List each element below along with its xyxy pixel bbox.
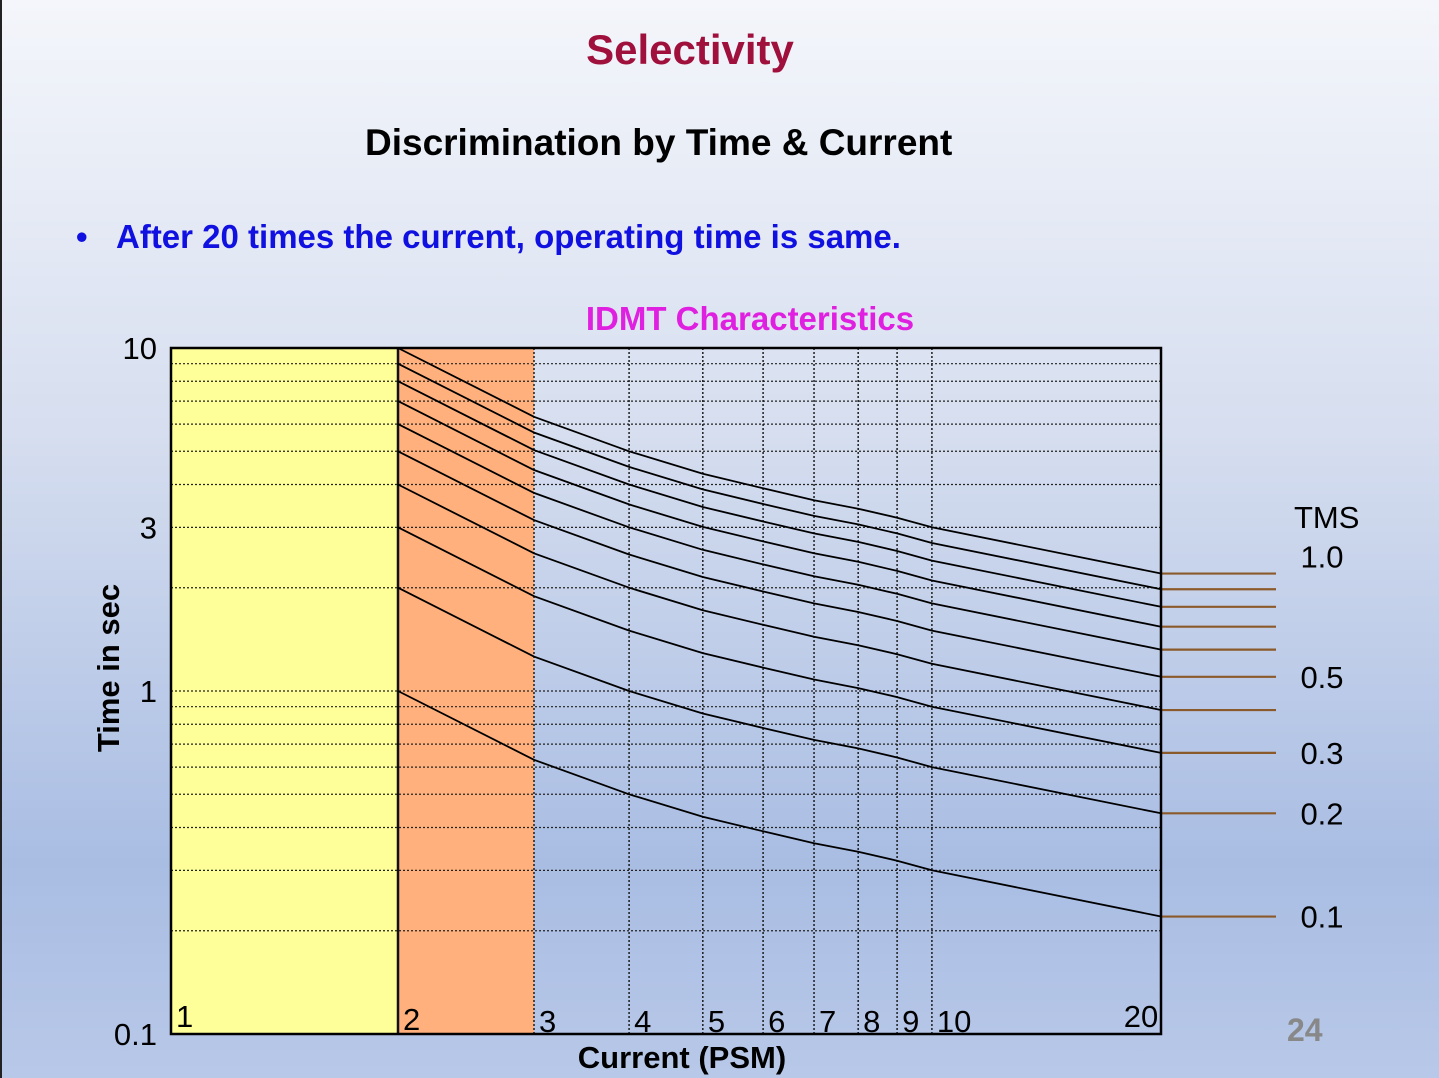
chart-title: IDMT Characteristics [586, 300, 914, 337]
x-axis-label: Current (PSM) [578, 1040, 786, 1075]
series-line-tms-0.1 [397, 690, 1162, 918]
plot-frame [169, 346, 1163, 1036]
y-tick-label: 1 [140, 674, 157, 709]
x-tick-label: 1 [176, 999, 193, 1034]
tick-labels: 1 2 3 4 5 6 7 8 9 10 20 10 3 1 0.1 [114, 331, 1158, 1052]
x-tick-label: 9 [902, 1004, 919, 1039]
slide-title: Selectivity [586, 26, 794, 73]
x-tick-label: 7 [819, 1004, 836, 1039]
y-tick-label: 3 [140, 510, 157, 545]
series-line-tms-0.7 [397, 400, 1162, 628]
tms-label-1: 1.0 [1300, 540, 1343, 575]
slide-number: 24 [1287, 1012, 1323, 1048]
y-axis-label: Time in sec [91, 584, 126, 752]
tms-label-0.2: 0.2 [1300, 796, 1343, 831]
tms-leaders: 0.1 0.2 0.3 0.5 1.0 [1161, 540, 1344, 935]
x-tick-label: 6 [768, 1004, 785, 1039]
x-tick-label: 8 [863, 1004, 880, 1039]
bullet-dot: • [76, 218, 88, 255]
tms-legend-title: TMS [1294, 500, 1359, 535]
series-line-tms-0.3 [397, 526, 1162, 754]
shaded-zone-2 [398, 348, 534, 1034]
x-tick-label: 2 [403, 1002, 420, 1037]
series-line-tms-0.4 [397, 483, 1162, 711]
x-tick-label: 10 [937, 1004, 971, 1039]
y-tick-label: 0.1 [114, 1017, 157, 1052]
series-line-tms-0.6 [397, 423, 1162, 651]
series-line-tms-1 [397, 347, 1162, 575]
tms-label-0.5: 0.5 [1300, 660, 1343, 695]
chart-series [397, 347, 1162, 918]
tms-label-0.3: 0.3 [1300, 736, 1343, 771]
y-tick-label: 10 [123, 331, 157, 366]
series-line-tms-0.9 [397, 362, 1162, 591]
slide-subtitle: Discrimination by Time & Current [365, 122, 953, 163]
series-line-tms-0.2 [397, 586, 1162, 815]
x-tick-label: 5 [708, 1004, 725, 1039]
x-tick-label: 4 [634, 1004, 651, 1039]
series-line-tms-0.5 [397, 450, 1162, 678]
x-tick-label: 3 [539, 1004, 556, 1039]
slide-left-border [0, 0, 2, 1078]
bullet-item: • After 20 times the current, operating t… [76, 218, 901, 256]
tms-label-0.1: 0.1 [1300, 900, 1343, 935]
series-line-tms-0.8 [397, 380, 1162, 608]
x-tick-label: 20 [1124, 999, 1158, 1034]
chart-grid [171, 348, 1161, 1034]
bullet-text: After 20 times the current, operating ti… [116, 218, 901, 255]
